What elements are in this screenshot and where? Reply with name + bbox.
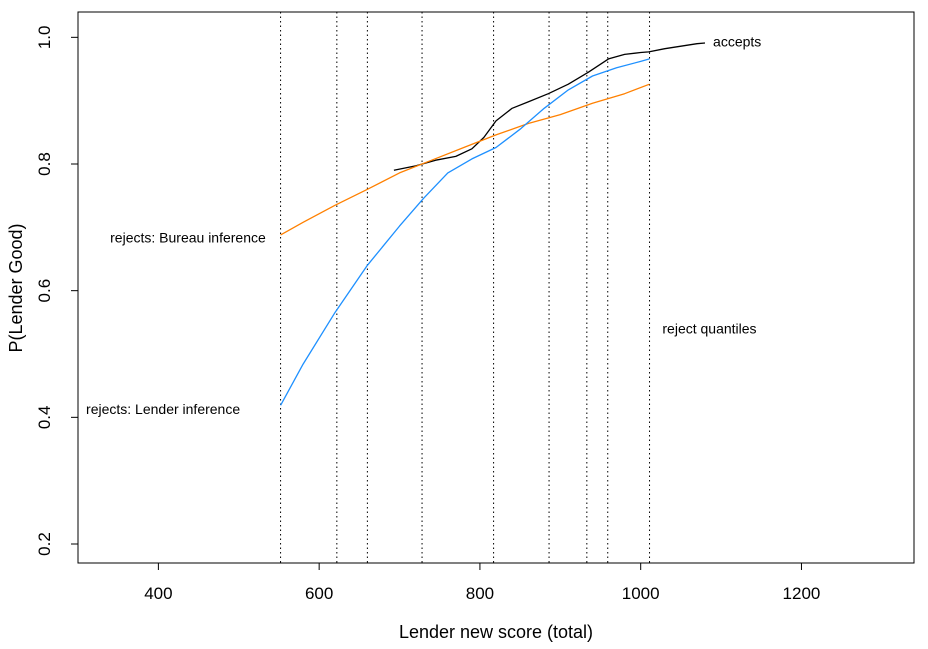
y-tick-label-4: 1.0 xyxy=(35,26,54,50)
x-tick-label-2: 800 xyxy=(466,584,494,603)
reject-quantile-lines xyxy=(280,12,651,563)
y-tick-label-3: 0.8 xyxy=(35,152,54,176)
series-line-1 xyxy=(280,83,650,236)
x-tick-label-4: 1200 xyxy=(783,584,821,603)
y-axis-title: P(Lender Good) xyxy=(6,223,26,352)
x-axis: 400 600 800 1000 1200 xyxy=(144,562,821,603)
plot-frame xyxy=(77,11,915,564)
annotation-2: rejects: Lender inference xyxy=(86,401,240,417)
y-tick-label-2: 0.6 xyxy=(35,279,54,303)
y-axis: 0.2 0.4 0.6 0.8 1.0 xyxy=(35,26,79,556)
series-line-2 xyxy=(280,58,650,406)
series-lines xyxy=(280,42,706,406)
annotation-0: accepts xyxy=(713,34,761,50)
x-axis-title: Lender new score (total) xyxy=(399,622,593,642)
annotation-1: rejects: Bureau inference xyxy=(110,229,266,245)
y-tick-label-1: 0.4 xyxy=(35,406,54,430)
y-tick-label-0: 0.2 xyxy=(35,532,54,556)
x-tick-label-1: 600 xyxy=(305,584,333,603)
annotations: accepts rejects: Bureau inference rejects:… xyxy=(86,34,761,417)
x-tick-label-0: 400 xyxy=(144,584,172,603)
series-line-0 xyxy=(393,42,706,171)
annotation-3: reject quantiles xyxy=(662,321,756,337)
x-tick-label-3: 1000 xyxy=(622,584,660,603)
